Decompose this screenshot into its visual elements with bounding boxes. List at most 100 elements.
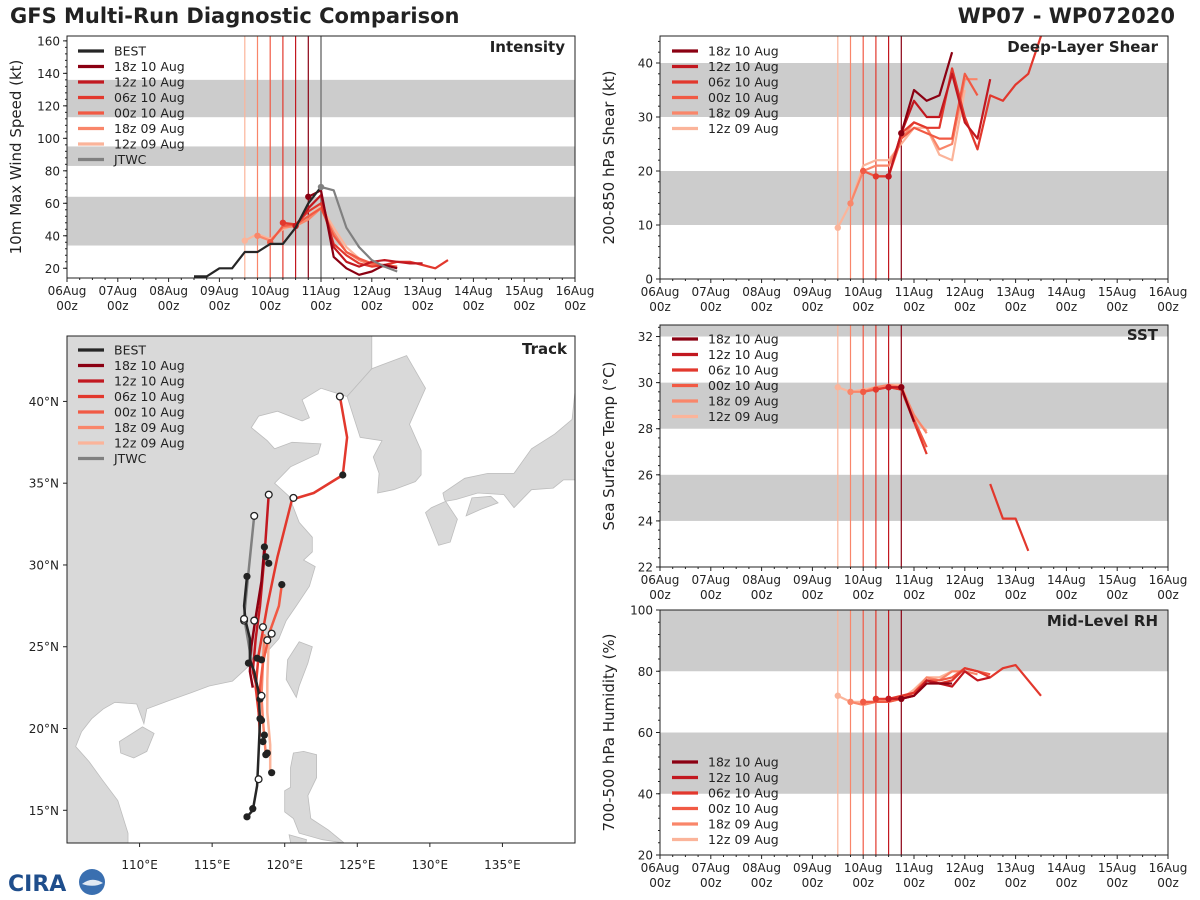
shear-xtick-day: 15Aug <box>1098 285 1137 299</box>
intensity-xtick-day: 11Aug <box>302 284 341 298</box>
intensity-ytick-label: 40 <box>45 229 60 243</box>
rh-ytick-label: 80 <box>638 665 653 679</box>
intensity-legend-label-12z-09-aug: 12z 09 Aug <box>114 137 185 152</box>
intensity-marker-18z-09-aug <box>254 232 261 239</box>
shear-legend-label-06z-10-aug: 06z 10 Aug <box>708 75 779 90</box>
intensity-legend-label-best: BEST <box>114 44 146 59</box>
sst-legend-label-18z-10-aug: 18z 10 Aug <box>708 332 779 347</box>
shear-marker-18z-10-aug <box>898 130 905 137</box>
track-ytick-label: 40°N <box>29 395 59 409</box>
rh-xtick-hour: 00z <box>1005 876 1027 890</box>
track-dot-00z-10-aug <box>278 580 286 589</box>
shear-line-12z-09-aug-0 <box>836 89 966 229</box>
shear-ytick-label: 0 <box>645 273 653 287</box>
rh-xtick-hour: 00z <box>1056 876 1078 890</box>
intensity-line-12z-10-aug-4 <box>294 194 423 268</box>
sst-ytick-label: 24 <box>638 514 653 528</box>
wave-icon <box>82 879 103 886</box>
sst-band-2 <box>660 325 1168 337</box>
shear-band-0 <box>660 171 1168 225</box>
track-open-dot-jtwc <box>250 511 259 520</box>
sst-marker-00z-10-aug <box>860 388 867 396</box>
intensity-ytick-label: 60 <box>45 197 60 211</box>
shear-xtick-day: 16Aug <box>1149 285 1188 299</box>
rh-xtick-day: 06Aug <box>641 861 680 875</box>
intensity-xtick-day: 14Aug <box>454 284 493 298</box>
intensity-xtick-hour: 00z <box>209 299 231 313</box>
shear-marker-12z-10-aug <box>885 173 892 180</box>
rh-xtick-day: 09Aug <box>793 861 832 875</box>
intensity-marker-06z-10-aug <box>279 219 287 226</box>
shear-xtick-hour: 00z <box>1005 300 1027 314</box>
rh-band-1 <box>660 610 1168 672</box>
track-line-06z-10-aug <box>254 396 349 737</box>
sst-marker-18z-10-aug <box>898 384 905 391</box>
track-legend-label-best: BEST <box>114 343 146 358</box>
sst-xtick-day: 12Aug <box>945 573 984 587</box>
sst-xtick-day: 09Aug <box>793 573 832 587</box>
rh-ytick-label: 100 <box>630 604 653 618</box>
track-legend-label-jtwc: JTWC <box>113 451 147 466</box>
intensity-xtick-day: 13Aug <box>403 284 442 298</box>
land-taiwan <box>285 641 313 699</box>
track-dot-18z-10-aug <box>262 553 270 561</box>
sst-marker-12z-10-aug <box>885 384 892 391</box>
shear-ytick-label: 10 <box>638 219 653 233</box>
rh-xtick-day: 12Aug <box>945 861 984 875</box>
track-title: Track <box>522 340 568 358</box>
intensity-legend-label-06z-10-aug: 06z 10 Aug <box>114 90 185 105</box>
sst-xtick-hour: 00z <box>954 588 976 602</box>
panel-intensity: 2040608010012014016006Aug00z07Aug00z08Au… <box>7 34 594 313</box>
intensity-ytick-label: 140 <box>37 67 60 81</box>
intensity-legend-label-12z-10-aug: 12z 10 Aug <box>114 75 185 90</box>
sst-xtick-hour: 00z <box>700 588 722 602</box>
intensity-ytick-label: 20 <box>45 262 60 276</box>
shear-xtick-day: 13Aug <box>996 285 1035 299</box>
shear-title: Deep-Layer Shear <box>1007 38 1158 56</box>
panel-sst: 22242628303206Aug00z07Aug00z08Aug00z09Au… <box>600 324 1188 602</box>
intensity-line-jtwc-7 <box>320 185 398 273</box>
intensity-xtick-hour: 00z <box>107 299 129 313</box>
track-open-dot-06z-10-aug <box>335 392 344 401</box>
intensity-legend-label-18z-09-aug: 18z 09 Aug <box>114 121 185 136</box>
shear-xtick-hour: 00z <box>954 300 976 314</box>
track-dot-06z-10-aug <box>256 715 264 723</box>
intensity-xtick-day: 16Aug <box>556 284 595 298</box>
shear-xtick-day: 14Aug <box>1047 285 1086 299</box>
intensity-series <box>194 183 449 278</box>
sst-xtick-day: 16Aug <box>1149 573 1188 587</box>
track-xtick-label: 130°E <box>412 858 449 872</box>
land-shikoku <box>465 495 499 517</box>
rh-xtick-day: 11Aug <box>895 861 934 875</box>
intensity-ytick-label: 120 <box>37 99 60 113</box>
intensity-legend-label-jtwc: JTWC <box>113 152 147 167</box>
shear-ylabel: 200-850 hPa Shear (kt) <box>600 71 618 245</box>
sst-xtick-day: 06Aug <box>641 573 680 587</box>
shear-legend-label-12z-10-aug: 12z 10 Aug <box>708 59 779 74</box>
sst-ylabel: Sea Surface Temp (°C) <box>600 361 618 530</box>
track-open-dot-12z-09-aug <box>267 629 276 638</box>
shear-marker-00z-10-aug <box>860 167 867 175</box>
track-dot-12z-10-aug <box>265 559 273 567</box>
rh-xtick-hour: 00z <box>1106 876 1128 890</box>
rh-title: Mid-Level RH <box>1047 612 1158 630</box>
shear-legend-label-00z-10-aug: 00z 10 Aug <box>708 90 779 105</box>
sst-legend-label-06z-10-aug: 06z 10 Aug <box>708 363 779 378</box>
sst-xtick-day: 15Aug <box>1098 573 1137 587</box>
sst-line-06z-10-aug-4 <box>989 483 1030 552</box>
intensity-xtick-day: 10Aug <box>251 284 290 298</box>
sst-xtick-day: 08Aug <box>742 573 781 587</box>
shear-xtick-day: 08Aug <box>742 285 781 299</box>
rh-xtick-hour: 00z <box>852 876 874 890</box>
sst-marker-12z-09-aug <box>834 384 841 391</box>
intensity-title: Intensity <box>490 38 566 56</box>
intensity-ytick-label: 100 <box>37 132 60 146</box>
figure-title: GFS Multi-Run Diagnostic Comparison <box>10 4 460 28</box>
rh-xtick-day: 15Aug <box>1098 861 1137 875</box>
intensity-xtick-day: 12Aug <box>352 284 391 298</box>
track-dot-best <box>243 813 251 821</box>
rh-xtick-hour: 00z <box>649 876 671 890</box>
